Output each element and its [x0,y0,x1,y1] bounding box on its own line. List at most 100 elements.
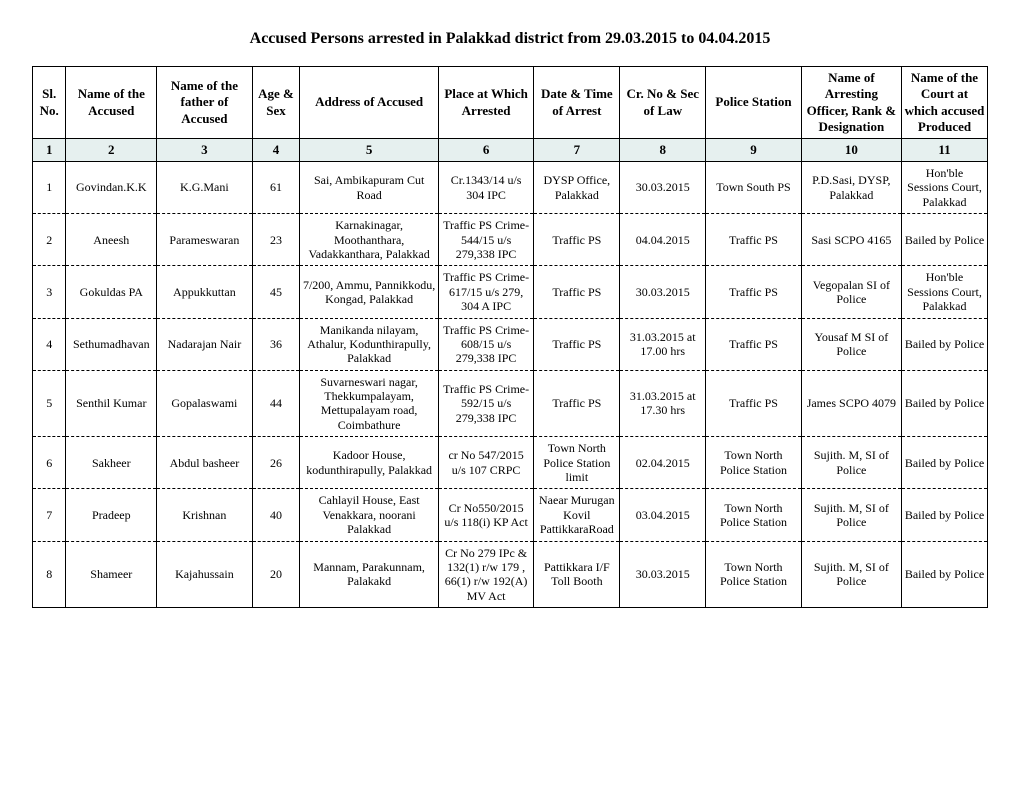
table-row: 8ShameerKajahussain20Mannam, Parakunnam,… [33,541,988,608]
col-number: 10 [801,139,901,162]
col-number: 2 [66,139,157,162]
cell-officer: James SCPO 4079 [801,370,901,437]
cell-datetime: Town North Police Station limit [534,437,620,489]
cell-sl: 4 [33,318,66,370]
cell-crno: 31.03.2015 at 17.30 hrs [620,370,706,437]
col-number: 9 [706,139,802,162]
cell-officer: Sujith. M, SI of Police [801,437,901,489]
table-body: 1Govindan.K.KK.G.Mani61Sai, Ambikapuram … [33,162,988,608]
cell-age: 26 [252,437,300,489]
col-number: 4 [252,139,300,162]
cell-place: Traffic PS Crime- 617/15 u/s 279, 304 A … [438,266,534,318]
table-row: 1Govindan.K.KK.G.Mani61Sai, Ambikapuram … [33,162,988,214]
cell-crno: 31.03.2015 at 17.00 hrs [620,318,706,370]
cell-ps: Traffic PS [706,266,802,318]
cell-accused: Aneesh [66,214,157,266]
cell-ps: Town North Police Station [706,541,802,608]
cell-court: Hon'ble Sessions Court, Palakkad [902,162,988,214]
cell-address: Kadoor House, kodunthirapully, Palakkad [300,437,438,489]
cell-datetime: Traffic PS [534,214,620,266]
cell-court: Bailed by Police [902,370,988,437]
cell-court: Bailed by Police [902,541,988,608]
table-row: 7PradeepKrishnan40Cahlayil House, East V… [33,489,988,541]
cell-sl: 6 [33,437,66,489]
cell-father: Nadarajan Nair [157,318,253,370]
cell-officer: Sasi SCPO 4165 [801,214,901,266]
cell-crno: 30.03.2015 [620,162,706,214]
col-header: Name of the Accused [66,67,157,139]
cell-address: Manikanda nilayam, Athalur, Kodunthirapu… [300,318,438,370]
cell-court: Hon'ble Sessions Court, Palakkad [902,266,988,318]
cell-officer: Yousaf M SI of Police [801,318,901,370]
cell-age: 40 [252,489,300,541]
cell-place: Traffic PS Crime- 544/15 u/s 279,338 IPC [438,214,534,266]
cell-accused: Pradeep [66,489,157,541]
col-header: Age & Sex [252,67,300,139]
cell-sl: 5 [33,370,66,437]
cell-officer: Vegopalan SI of Police [801,266,901,318]
cell-father: Krishnan [157,489,253,541]
col-number-row: 1 2 3 4 5 6 7 8 9 10 11 [33,139,988,162]
cell-sl: 3 [33,266,66,318]
col-header: Date & Time of Arrest [534,67,620,139]
cell-address: Sai, Ambikapuram Cut Road [300,162,438,214]
cell-datetime: Traffic PS [534,266,620,318]
cell-accused: Sethumadhavan [66,318,157,370]
col-number: 5 [300,139,438,162]
cell-accused: Sakheer [66,437,157,489]
col-header: Name of Arresting Officer, Rank & Design… [801,67,901,139]
cell-accused: Govindan.K.K [66,162,157,214]
cell-crno: 02.04.2015 [620,437,706,489]
col-number: 8 [620,139,706,162]
cell-ps: Traffic PS [706,370,802,437]
cell-court: Bailed by Police [902,318,988,370]
cell-sl: 7 [33,489,66,541]
cell-sl: 8 [33,541,66,608]
cell-ps: Town South PS [706,162,802,214]
cell-address: 7/200, Ammu, Pannikkodu, Kongad, Palakka… [300,266,438,318]
cell-datetime: Naear Murugan Kovil PattikkaraRoad [534,489,620,541]
cell-place: Cr No 279 IPc & 132(1) r/w 179 , 66(1) r… [438,541,534,608]
cell-officer: Sujith. M, SI of Police [801,489,901,541]
cell-accused: Shameer [66,541,157,608]
cell-address: Karnakinagar, Moothanthara, Vadakkanthar… [300,214,438,266]
cell-datetime: Traffic PS [534,370,620,437]
cell-datetime: Traffic PS [534,318,620,370]
col-number: 7 [534,139,620,162]
col-header: Sl. No. [33,67,66,139]
cell-place: Traffic PS Crime- 592/15 u/s 279,338 IPC [438,370,534,437]
cell-place: Traffic PS Crime- 608/15 u/s 279,338 IPC [438,318,534,370]
cell-father: Gopalaswami [157,370,253,437]
cell-sl: 1 [33,162,66,214]
cell-father: K.G.Mani [157,162,253,214]
cell-crno: 03.04.2015 [620,489,706,541]
cell-father: Appukkuttan [157,266,253,318]
cell-datetime: Pattikkara I/F Toll Booth [534,541,620,608]
cell-sl: 2 [33,214,66,266]
cell-place: cr No 547/2015 u/s 107 CRPC [438,437,534,489]
cell-ps: Traffic PS [706,318,802,370]
cell-datetime: DYSP Office, Palakkad [534,162,620,214]
table-row: 5Senthil KumarGopalaswami44Suvarneswari … [33,370,988,437]
cell-age: 23 [252,214,300,266]
cell-accused: Senthil Kumar [66,370,157,437]
col-header: Police Station [706,67,802,139]
cell-age: 36 [252,318,300,370]
header-row: Sl. No. Name of the Accused Name of the … [33,67,988,139]
cell-age: 61 [252,162,300,214]
cell-address: Cahlayil House, East Venakkara, noorani … [300,489,438,541]
cell-place: Cr.1343/14 u/s 304 IPC [438,162,534,214]
cell-accused: Gokuldas PA [66,266,157,318]
table-row: 3Gokuldas PAAppukkuttan457/200, Ammu, Pa… [33,266,988,318]
cell-ps: Town North Police Station [706,437,802,489]
cell-court: Bailed by Police [902,437,988,489]
col-header: Address of Accused [300,67,438,139]
cell-crno: 30.03.2015 [620,541,706,608]
cell-court: Bailed by Police [902,489,988,541]
col-header: Cr. No & Sec of Law [620,67,706,139]
cell-place: Cr No550/2015 u/s 118(i) KP Act [438,489,534,541]
col-number: 3 [157,139,253,162]
cell-age: 44 [252,370,300,437]
cell-crno: 04.04.2015 [620,214,706,266]
table-row: 2AneeshParameswaran23Karnakinagar, Mooth… [33,214,988,266]
